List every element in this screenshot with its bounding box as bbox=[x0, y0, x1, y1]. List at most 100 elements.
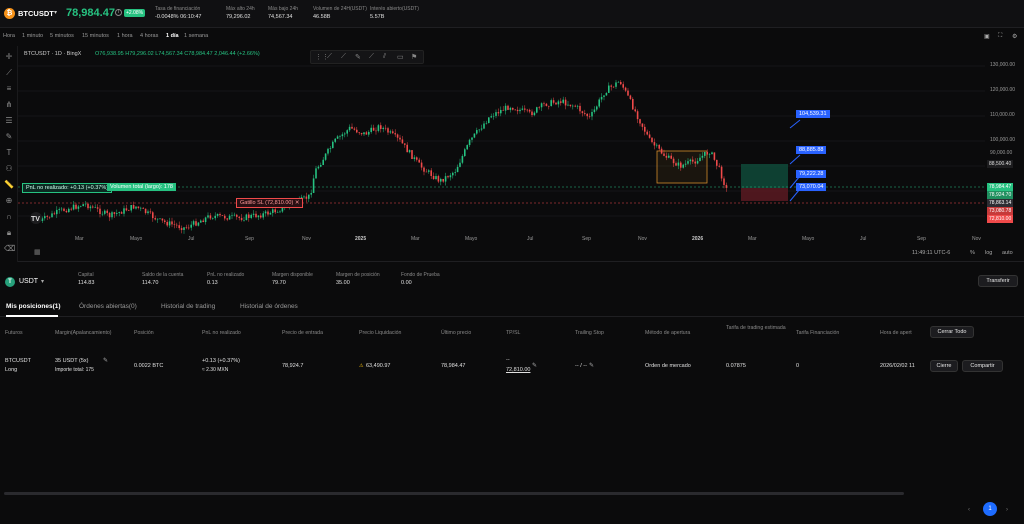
candle-body bbox=[315, 168, 317, 179]
next-page-icon[interactable]: › bbox=[1006, 507, 1008, 513]
brush-tool-icon[interactable]: ✎ bbox=[5, 132, 13, 141]
candle-body bbox=[135, 206, 137, 209]
axis-price-tag: 88,500.40 bbox=[987, 160, 1014, 168]
ohlc-readout: O76,938.95 H79,296.02 L74,567.34 C78,984… bbox=[95, 51, 260, 57]
zoom-in-icon[interactable]: ⊕ bbox=[5, 196, 13, 205]
ruler-icon[interactable]: 📏 bbox=[4, 180, 14, 189]
candle-body bbox=[536, 107, 538, 113]
candle-body bbox=[180, 228, 183, 230]
tf-1d[interactable]: 1 día bbox=[166, 33, 179, 39]
candle-body bbox=[411, 150, 413, 159]
eraser-icon[interactable]: ⌫ bbox=[4, 244, 16, 253]
stop-loss-trigger-label[interactable]: Gatillo SL (72,810.00) ✕ bbox=[236, 198, 304, 208]
trendline-tool-icon[interactable]: ⟋ bbox=[6, 68, 12, 77]
text-tool-icon[interactable]: T bbox=[6, 148, 12, 157]
tradingview-logo: TV bbox=[30, 212, 42, 224]
candle-body bbox=[413, 157, 416, 159]
brush-icon[interactable]: ⟋ bbox=[369, 53, 374, 60]
fullscreen-icon[interactable]: ⛶ bbox=[998, 33, 1003, 39]
candle-body bbox=[116, 213, 118, 214]
stop-loss[interactable]: 72,810.00 bbox=[506, 367, 531, 373]
tf-1m[interactable]: 1 minuto bbox=[22, 33, 44, 39]
tf-15m[interactable]: 15 minutos bbox=[82, 33, 109, 39]
info-icon[interactable]: i bbox=[115, 9, 122, 16]
prev-page-icon[interactable]: ‹ bbox=[968, 507, 970, 513]
parallel-icon[interactable]: ⫽ bbox=[383, 53, 387, 60]
horizontal-lines-icon[interactable]: ≡ bbox=[6, 84, 12, 93]
chevron-down-icon[interactable]: ▾ bbox=[54, 10, 58, 16]
candle-body bbox=[312, 178, 315, 193]
tf-5m[interactable]: 5 minutos bbox=[50, 33, 74, 39]
candle-body bbox=[514, 109, 516, 111]
percent-toggle[interactable]: % bbox=[970, 250, 975, 256]
settings-icon[interactable]: ⚙ bbox=[1012, 34, 1018, 40]
tf-1w[interactable]: 1 semana bbox=[184, 33, 209, 39]
candle-body bbox=[226, 218, 228, 220]
candlestick-chart[interactable]: TV bbox=[0, 46, 1024, 262]
pattern-icon[interactable]: ⚇ bbox=[5, 164, 13, 173]
calendar-icon[interactable]: ▦ bbox=[34, 249, 41, 256]
candle-body bbox=[531, 111, 533, 116]
magnet-icon[interactable]: ∩ bbox=[6, 212, 12, 221]
symbol-selector[interactable]: BTCUSDT bbox=[18, 9, 54, 18]
candle-body bbox=[442, 178, 444, 182]
horizontal-scrollbar[interactable] bbox=[4, 492, 904, 495]
edit-tpsl-icon[interactable]: ✎ bbox=[532, 363, 538, 369]
tf-1h[interactable]: 1 hora bbox=[117, 33, 133, 39]
transfer-button[interactable]: Transferir bbox=[978, 275, 1018, 287]
tab-positions[interactable]: Mis posiciones(1) bbox=[6, 303, 61, 310]
ray-icon[interactable]: ⟋ bbox=[341, 53, 346, 60]
candle-body bbox=[204, 217, 207, 223]
pen-icon[interactable]: ✎ bbox=[355, 54, 361, 61]
chevron-down-icon[interactable]: ▾ bbox=[41, 279, 45, 285]
col-header: Tarifa Financiación bbox=[796, 330, 840, 336]
log-toggle[interactable]: log bbox=[985, 250, 993, 256]
candle-body bbox=[406, 144, 408, 153]
page-button-current[interactable]: 1 bbox=[983, 502, 997, 516]
shape-icon[interactable]: ▭ bbox=[397, 54, 404, 61]
stat-capital: Capital 114.83 bbox=[78, 272, 95, 286]
svg-text:TV: TV bbox=[31, 216, 40, 223]
candle-body bbox=[396, 134, 399, 138]
candle-body bbox=[53, 213, 56, 215]
x-tick: Nov bbox=[972, 236, 981, 242]
candle-body bbox=[56, 209, 58, 215]
close-all-button[interactable]: Cerrar Todo bbox=[930, 326, 974, 338]
position-size: 0.0022 BTC bbox=[134, 363, 164, 369]
candle-body bbox=[579, 105, 581, 112]
lock-icon[interactable]: 🔒︎ bbox=[6, 228, 12, 237]
camera-icon[interactable]: ▣ bbox=[984, 34, 990, 40]
tab-open-orders[interactable]: Órdenes abiertas(0) bbox=[79, 303, 137, 310]
candle-body bbox=[512, 107, 514, 110]
candle-body bbox=[432, 175, 435, 180]
close-position-button[interactable]: Cierre bbox=[930, 360, 958, 372]
tf-hora[interactable]: Hora bbox=[3, 33, 15, 39]
candle-body bbox=[188, 227, 190, 229]
auto-toggle[interactable]: auto bbox=[1002, 250, 1013, 256]
share-button[interactable]: Compartir bbox=[962, 360, 1003, 372]
candle-body bbox=[701, 155, 704, 158]
tab-trade-history[interactable]: Historial de trading bbox=[161, 303, 216, 310]
edit-trailing-icon[interactable]: ✎ bbox=[589, 363, 595, 369]
edit-margin-icon[interactable]: ✎ bbox=[103, 358, 109, 364]
crosshair-icon[interactable]: ✛ bbox=[5, 52, 13, 61]
fib-icon[interactable]: ☰ bbox=[5, 116, 13, 125]
bitcoin-icon: ₿ bbox=[4, 8, 15, 19]
candle-body bbox=[658, 144, 660, 149]
candle-body bbox=[694, 161, 696, 164]
tf-4h[interactable]: 4 horas bbox=[140, 33, 159, 39]
trendline-icon[interactable]: ⟋ bbox=[327, 53, 332, 60]
candle-body bbox=[706, 151, 708, 155]
currency-selector[interactable]: USDT bbox=[19, 278, 39, 285]
candle-body bbox=[94, 207, 96, 208]
candle-body bbox=[507, 105, 509, 110]
candle-body bbox=[526, 109, 528, 111]
price-chart[interactable]: TV BTCUSDT · 1D · BingX O76,938.95 H79,2… bbox=[0, 46, 1024, 262]
tab-order-history[interactable]: Historial de órdenes bbox=[240, 303, 298, 310]
candle-body bbox=[267, 211, 269, 215]
candle-body bbox=[274, 209, 276, 213]
drag-handle-icon[interactable]: ⋮⋮ bbox=[315, 54, 329, 61]
candle-body bbox=[538, 107, 540, 108]
note-icon[interactable]: ⚑ bbox=[411, 54, 418, 61]
pitchfork-icon[interactable]: ⋔ bbox=[5, 100, 13, 109]
